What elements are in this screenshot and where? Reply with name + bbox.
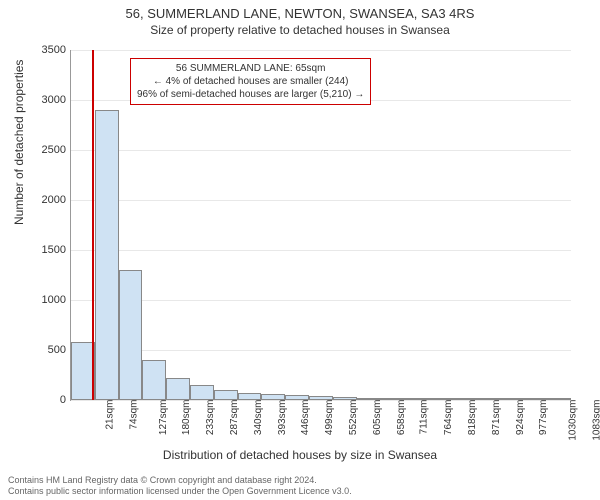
xtick-label: 233sqm (205, 400, 216, 436)
ytick-label: 2500 (26, 144, 66, 156)
histogram-bar (190, 385, 214, 400)
annotation-line1: 56 SUMMERLAND LANE: 65sqm (137, 62, 364, 75)
footer-line2: Contains public sector information licen… (8, 486, 352, 497)
y-axis-label: Number of detached properties (12, 60, 26, 225)
ytick-label: 1500 (26, 244, 66, 256)
xtick-label: 871sqm (491, 400, 502, 436)
gridline (71, 200, 571, 201)
ytick-label: 1000 (26, 294, 66, 306)
xtick-label: 1083sqm (592, 400, 600, 441)
gridline (71, 150, 571, 151)
xtick-label: 393sqm (277, 400, 288, 436)
gridline (71, 50, 571, 51)
x-axis-label: Distribution of detached houses by size … (0, 448, 600, 462)
xtick-label: 499sqm (324, 400, 335, 436)
annotation-line3: 96% of semi-detached houses are larger (… (137, 88, 364, 101)
xtick-label: 21sqm (104, 400, 115, 430)
histogram-bar (166, 378, 190, 400)
chart-title: 56, SUMMERLAND LANE, NEWTON, SWANSEA, SA… (0, 0, 600, 21)
xtick-label: 287sqm (229, 400, 240, 436)
ytick-label: 500 (26, 344, 66, 356)
xtick-label: 180sqm (181, 400, 192, 436)
xtick-label: 340sqm (253, 400, 264, 436)
xtick-label: 74sqm (128, 400, 139, 430)
xtick-label: 605sqm (372, 400, 383, 436)
ytick-label: 0 (26, 394, 66, 406)
annotation-box: 56 SUMMERLAND LANE: 65sqm ← 4% of detach… (130, 58, 371, 105)
xtick-label: 924sqm (515, 400, 526, 436)
histogram-bar (214, 390, 238, 400)
property-marker-line (92, 50, 94, 400)
xtick-label: 127sqm (158, 400, 169, 436)
xtick-label: 1030sqm (568, 400, 579, 441)
chart-subtitle: Size of property relative to detached ho… (0, 21, 600, 37)
annotation-line2: ← 4% of detached houses are smaller (244… (137, 75, 364, 88)
gridline (71, 300, 571, 301)
xtick-label: 977sqm (539, 400, 550, 436)
ytick-label: 3000 (26, 94, 66, 106)
xtick-label: 446sqm (300, 400, 311, 436)
histogram-bar (119, 270, 143, 400)
footer: Contains HM Land Registry data © Crown c… (8, 475, 352, 497)
xtick-label: 764sqm (443, 400, 454, 436)
histogram-bar (142, 360, 166, 400)
ytick-label: 2000 (26, 194, 66, 206)
xtick-label: 711sqm (419, 400, 430, 435)
footer-line1: Contains HM Land Registry data © Crown c… (8, 475, 352, 486)
xtick-label: 552sqm (348, 400, 359, 436)
chart-container: 56, SUMMERLAND LANE, NEWTON, SWANSEA, SA… (0, 0, 600, 500)
histogram-bar (95, 110, 119, 400)
xtick-label: 658sqm (396, 400, 407, 436)
gridline (71, 250, 571, 251)
gridline (71, 350, 571, 351)
xtick-label: 818sqm (467, 400, 478, 436)
ytick-label: 3500 (26, 44, 66, 56)
chart-area: 050010001500200025003000350021sqm74sqm12… (70, 50, 570, 400)
